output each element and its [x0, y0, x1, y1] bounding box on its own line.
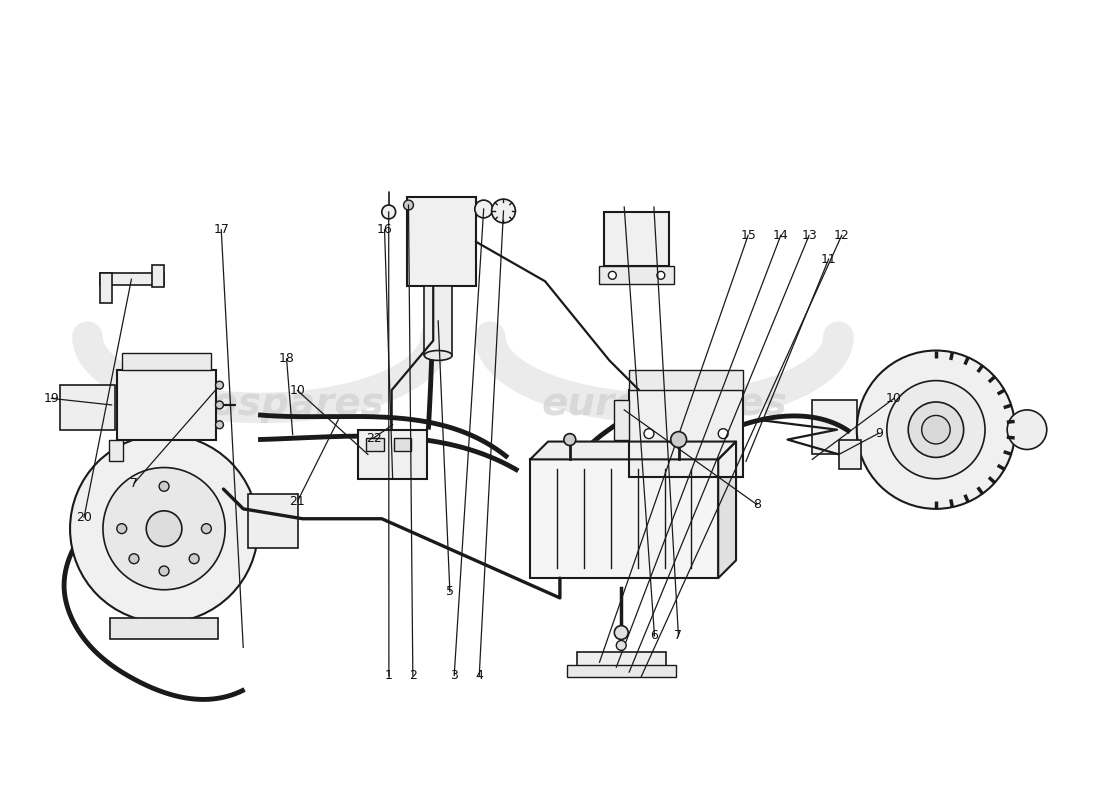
- Circle shape: [382, 205, 396, 219]
- FancyBboxPatch shape: [629, 390, 742, 477]
- Circle shape: [564, 434, 575, 446]
- Circle shape: [857, 350, 1015, 509]
- FancyBboxPatch shape: [566, 666, 675, 677]
- FancyBboxPatch shape: [812, 400, 857, 454]
- Text: 8: 8: [752, 498, 761, 511]
- FancyBboxPatch shape: [358, 430, 427, 479]
- Circle shape: [614, 626, 628, 639]
- Circle shape: [644, 429, 653, 438]
- Text: 4: 4: [475, 669, 483, 682]
- FancyBboxPatch shape: [109, 439, 122, 462]
- Circle shape: [718, 429, 728, 438]
- Circle shape: [922, 415, 950, 444]
- Text: 7: 7: [130, 477, 139, 490]
- Text: 16: 16: [376, 223, 393, 236]
- Circle shape: [103, 467, 226, 590]
- Text: 3: 3: [450, 669, 458, 682]
- Circle shape: [616, 641, 626, 650]
- Circle shape: [492, 199, 516, 223]
- Text: eurospares: eurospares: [541, 385, 788, 423]
- Text: 17: 17: [213, 223, 229, 236]
- Circle shape: [909, 402, 964, 458]
- Circle shape: [70, 434, 258, 622]
- Text: 12: 12: [834, 229, 849, 242]
- Circle shape: [887, 381, 984, 478]
- Text: 5: 5: [446, 585, 454, 598]
- Circle shape: [189, 554, 199, 564]
- Circle shape: [671, 432, 686, 447]
- Circle shape: [160, 482, 169, 491]
- Circle shape: [404, 200, 414, 210]
- Circle shape: [201, 524, 211, 534]
- FancyBboxPatch shape: [576, 652, 665, 672]
- Text: 15: 15: [740, 229, 756, 242]
- Text: 11: 11: [821, 253, 836, 266]
- Circle shape: [146, 511, 182, 546]
- Circle shape: [160, 566, 169, 576]
- Text: eurospares: eurospares: [139, 385, 384, 423]
- Text: 22: 22: [366, 431, 382, 445]
- Circle shape: [216, 421, 223, 429]
- Circle shape: [475, 200, 493, 218]
- FancyBboxPatch shape: [604, 212, 669, 266]
- FancyBboxPatch shape: [530, 459, 718, 578]
- Text: 1: 1: [385, 669, 393, 682]
- FancyBboxPatch shape: [60, 385, 114, 430]
- FancyBboxPatch shape: [425, 286, 452, 355]
- FancyBboxPatch shape: [407, 197, 476, 286]
- FancyBboxPatch shape: [249, 494, 298, 549]
- FancyBboxPatch shape: [614, 400, 629, 439]
- FancyBboxPatch shape: [110, 618, 219, 639]
- FancyBboxPatch shape: [121, 353, 210, 370]
- FancyBboxPatch shape: [100, 274, 111, 303]
- Text: 14: 14: [773, 229, 789, 242]
- Circle shape: [129, 554, 139, 564]
- Text: 9: 9: [874, 426, 882, 440]
- Circle shape: [117, 524, 126, 534]
- Circle shape: [657, 271, 664, 279]
- Circle shape: [608, 271, 616, 279]
- Text: 19: 19: [44, 392, 59, 405]
- Text: 6: 6: [650, 630, 659, 642]
- FancyBboxPatch shape: [629, 370, 742, 390]
- FancyBboxPatch shape: [100, 274, 164, 286]
- FancyBboxPatch shape: [394, 438, 411, 451]
- Text: 10: 10: [886, 392, 902, 405]
- Circle shape: [216, 401, 223, 409]
- FancyBboxPatch shape: [839, 439, 860, 470]
- Text: 10: 10: [289, 384, 306, 397]
- Text: 13: 13: [801, 229, 817, 242]
- FancyBboxPatch shape: [600, 266, 673, 284]
- FancyBboxPatch shape: [117, 370, 216, 439]
- FancyBboxPatch shape: [152, 266, 164, 287]
- Text: 7: 7: [674, 630, 682, 642]
- Circle shape: [216, 381, 223, 389]
- Polygon shape: [718, 442, 736, 578]
- Polygon shape: [530, 442, 736, 459]
- Text: 18: 18: [278, 352, 295, 366]
- Text: 20: 20: [76, 510, 92, 524]
- FancyBboxPatch shape: [366, 438, 384, 451]
- Ellipse shape: [425, 350, 452, 361]
- Circle shape: [1008, 410, 1047, 450]
- Text: 21: 21: [289, 495, 306, 508]
- Text: 2: 2: [409, 669, 417, 682]
